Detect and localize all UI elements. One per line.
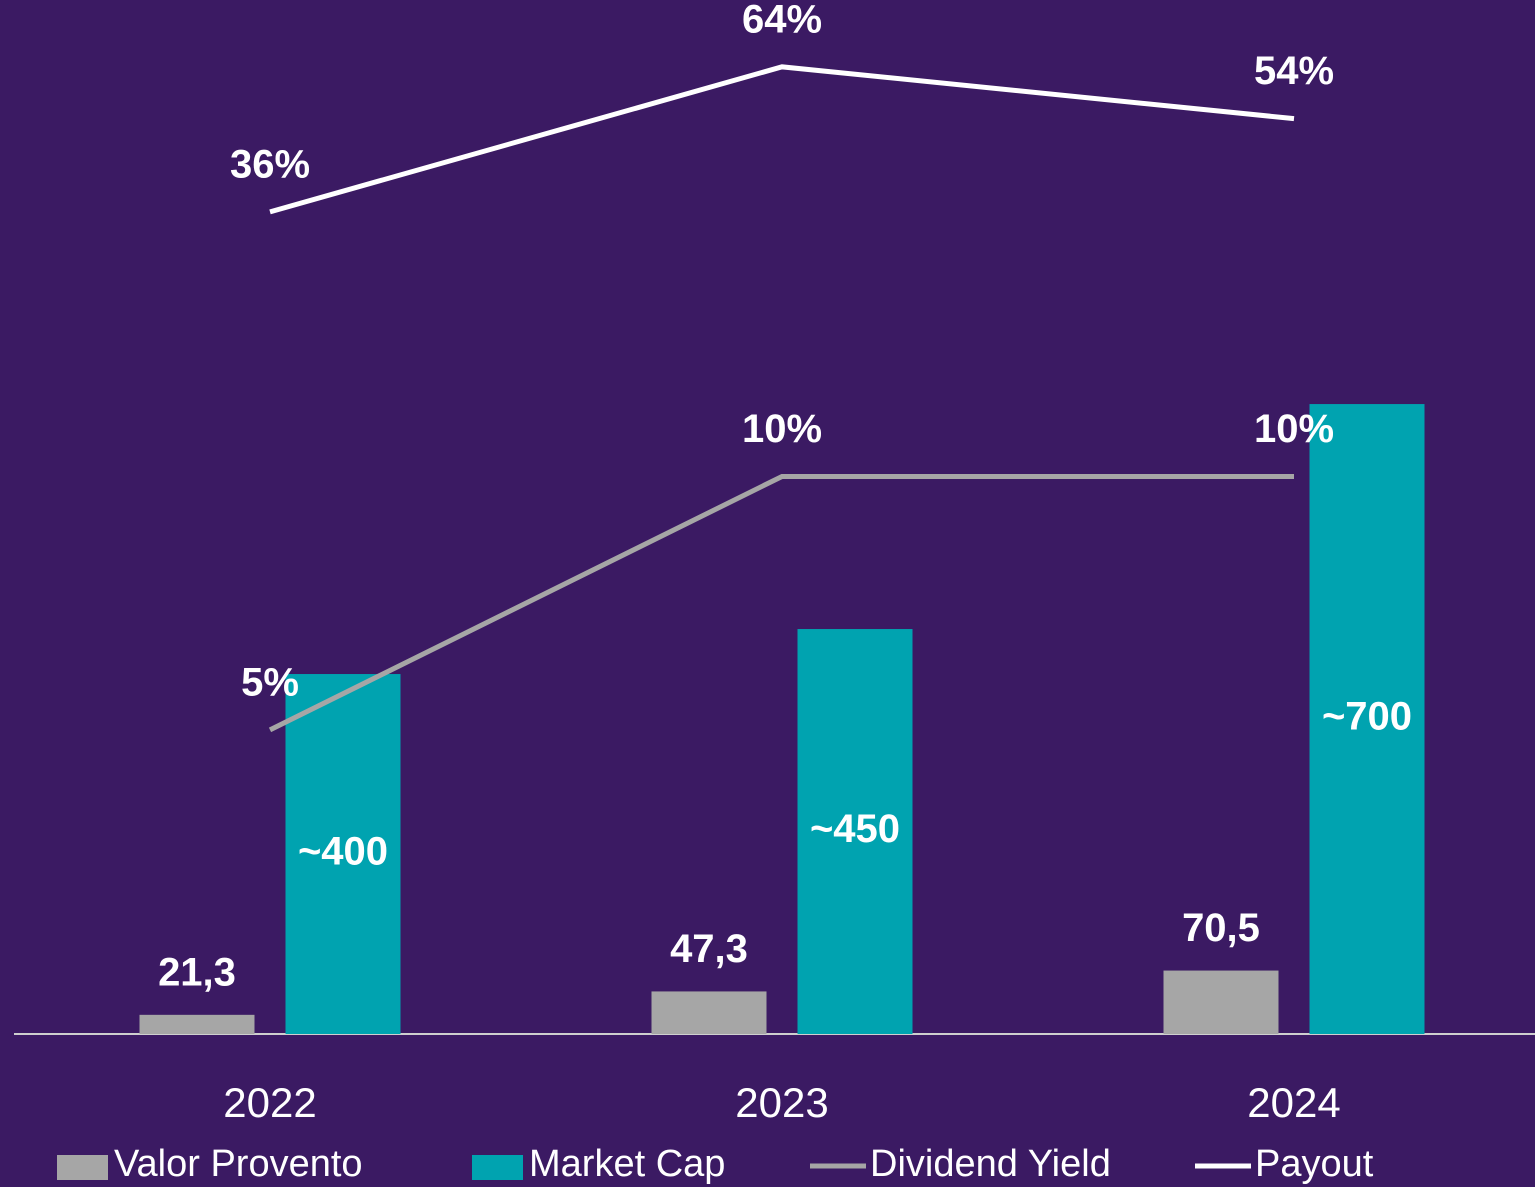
bar [1309,404,1425,1034]
x-tick-label: 2023 [735,1079,828,1126]
legend-swatch [57,1155,108,1180]
data-label: 47,3 [670,927,748,971]
x-tick-label: 2024 [1247,1079,1340,1126]
x-tick-label: 2022 [223,1079,316,1126]
data-label: 10% [742,407,822,451]
bar [797,629,913,1034]
bar [1163,970,1279,1034]
data-label: ~700 [1322,695,1412,739]
bar [651,991,767,1034]
line [269,64,1295,215]
data-label: 10% [1254,407,1334,451]
data-label: 54% [1254,49,1334,93]
bar [139,1014,255,1034]
bar [285,674,401,1034]
data-label: ~450 [810,807,900,851]
data-label: 36% [230,142,310,186]
data-label: 21,3 [158,950,236,994]
data-label: 70,5 [1182,906,1260,950]
legend-label: Dividend Yield [870,1143,1111,1185]
line [268,473,1294,733]
legend-label: Valor Provento [114,1143,363,1185]
data-label: ~400 [298,830,388,874]
legend-swatch [472,1155,523,1180]
legend-label: Payout [1255,1143,1374,1185]
data-label: 5% [241,660,299,704]
data-label: 64% [742,0,822,41]
legend-label: Market Cap [529,1143,725,1185]
